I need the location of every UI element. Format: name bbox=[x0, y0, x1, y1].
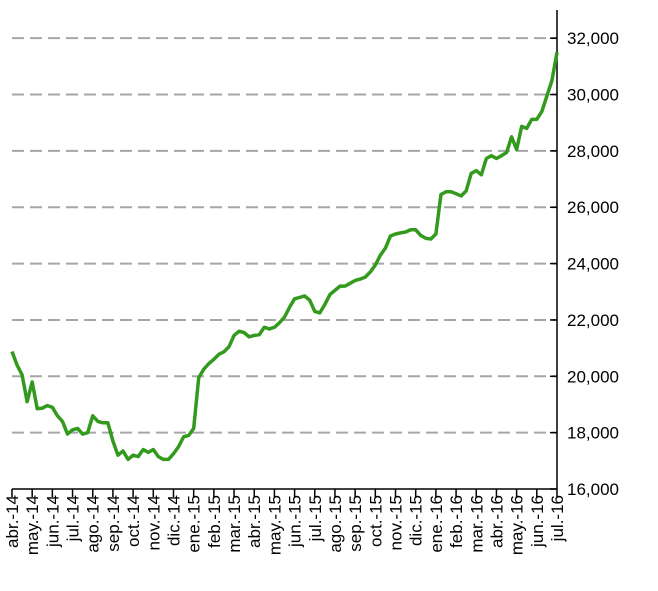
x-tick-label: may.-15 bbox=[265, 495, 284, 555]
x-tick-label: may.-16 bbox=[508, 495, 527, 555]
x-tick-label: jul.-16 bbox=[548, 495, 567, 542]
y-tick-label: 32,000 bbox=[567, 29, 619, 48]
x-tick-label: ene.-16 bbox=[427, 495, 446, 553]
y-tick-label: 26,000 bbox=[567, 198, 619, 217]
x-tick-label: ago.-14 bbox=[84, 495, 103, 553]
x-tick-label: sep.-15 bbox=[346, 495, 365, 552]
x-tick-label: feb.-16 bbox=[447, 495, 466, 548]
x-tick-label: abr.-16 bbox=[487, 495, 506, 548]
x-tick-label: mar.-15 bbox=[225, 495, 244, 553]
x-tick-label: jun.-15 bbox=[286, 495, 305, 548]
x-tick-label: ene.-15 bbox=[185, 495, 204, 553]
x-tick-label: dic.-15 bbox=[407, 495, 426, 546]
x-tick-label: nov.-14 bbox=[144, 495, 163, 550]
x-tick-label: nov.-15 bbox=[387, 495, 406, 550]
x-tick-label: jul.-15 bbox=[306, 495, 325, 542]
x-tick-label: ago.-15 bbox=[326, 495, 345, 553]
x-tick-label: sep.-14 bbox=[104, 495, 123, 552]
y-tick-label: 28,000 bbox=[567, 142, 619, 161]
y-tick-label: 16,000 bbox=[567, 480, 619, 499]
x-tick-label: abr.-15 bbox=[245, 495, 264, 548]
y-tick-label: 22,000 bbox=[567, 311, 619, 330]
y-tick-label: 20,000 bbox=[567, 367, 619, 386]
x-tick-label: jul.-14 bbox=[64, 495, 83, 542]
x-tick-label: feb.-15 bbox=[205, 495, 224, 548]
y-tick-label: 18,000 bbox=[567, 424, 619, 443]
x-tick-label: may.-14 bbox=[23, 495, 42, 555]
data-line bbox=[10, 51, 559, 462]
y-tick-label: 24,000 bbox=[567, 255, 619, 274]
x-tick-label: dic.-14 bbox=[164, 495, 183, 546]
x-tick-label: abr.-14 bbox=[3, 495, 22, 548]
x-tick-label: jun.-14 bbox=[43, 495, 62, 548]
y-tick-label: 30,000 bbox=[567, 86, 619, 105]
x-tick-label: oct.-15 bbox=[366, 495, 385, 547]
x-tick-label: jun.-16 bbox=[528, 495, 547, 548]
x-tick-label: oct.-14 bbox=[124, 495, 143, 547]
x-tick-label: mar.-16 bbox=[467, 495, 486, 553]
